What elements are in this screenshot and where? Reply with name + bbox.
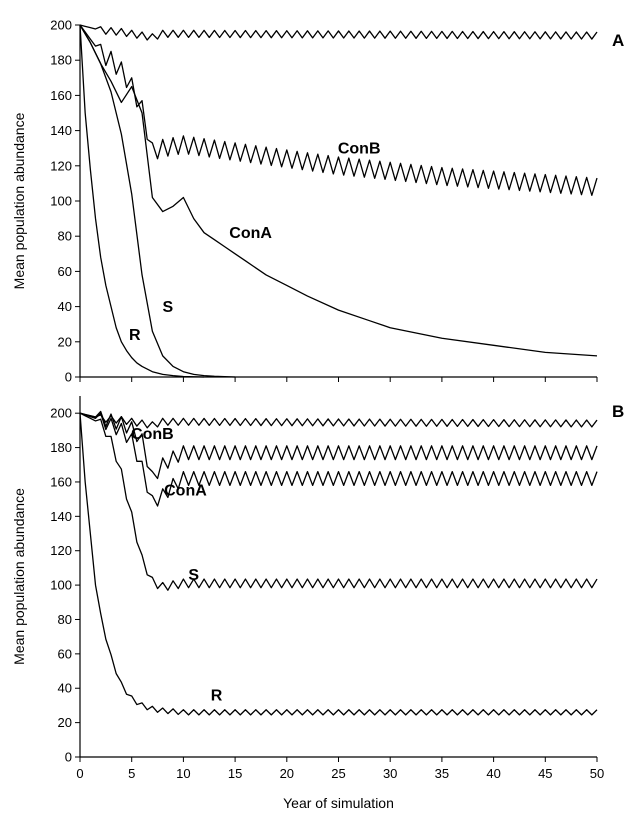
y-tick-label: 160	[50, 474, 72, 489]
panel-label: A	[612, 31, 624, 50]
series-line-control-0	[79, 24, 598, 41]
x-tick-label: 45	[538, 766, 552, 781]
series-label-r: R	[211, 687, 223, 704]
series-line-cona	[79, 412, 598, 507]
panel-label: B	[612, 402, 624, 421]
x-tick-label: 5	[128, 766, 135, 781]
series-label-cona: ConA	[229, 225, 272, 242]
y-tick-label: 120	[50, 158, 72, 173]
y-tick-label: 180	[50, 53, 72, 68]
series-label-cona: ConA	[164, 483, 207, 500]
x-tick-label: 35	[435, 766, 449, 781]
series-label-s: S	[188, 567, 199, 584]
y-tick-label: 20	[58, 334, 72, 349]
x-tick-label: 20	[280, 766, 294, 781]
y-tick-label: 140	[50, 123, 72, 138]
y-tick-label: 180	[50, 440, 72, 455]
x-tick-label: 40	[486, 766, 500, 781]
x-tick-label: 0	[76, 766, 83, 781]
series-line-conb	[79, 410, 598, 480]
y-tick-label: 0	[65, 750, 72, 765]
y-tick-label: 0	[65, 370, 72, 385]
y-tick-label: 200	[50, 18, 72, 33]
y-tick-label: 140	[50, 509, 72, 524]
series-line-control-0	[79, 412, 598, 429]
y-tick-label: 60	[58, 264, 72, 279]
series-label-r: R	[129, 327, 141, 344]
series-label-conb: ConB	[131, 426, 174, 443]
series-label-s: S	[163, 299, 174, 316]
series-line-cona	[79, 24, 598, 357]
series-line-r	[79, 413, 598, 716]
y-tick-label: 40	[58, 299, 72, 314]
y-tick-label: 100	[50, 578, 72, 593]
series-line-s	[79, 24, 236, 378]
series-line-s	[79, 412, 598, 591]
panel-b: 0 20 40 60 80 100 120 140 160 180 200 0 5 10 15 20 25 30 3…	[11, 396, 624, 811]
y-tick-label: 160	[50, 88, 72, 103]
x-tick-label: 10	[176, 766, 190, 781]
y-axis-label: Mean population abundance	[11, 112, 27, 289]
y-tick-label: 80	[58, 612, 72, 627]
x-tick-label: 25	[331, 766, 345, 781]
x-tick-label: 15	[228, 766, 242, 781]
x-tick-label: 30	[383, 766, 397, 781]
y-tick-label: 200	[50, 406, 72, 421]
series-line-conb	[79, 24, 598, 197]
x-tick-label: 50	[590, 766, 604, 781]
series-line-r	[79, 24, 205, 378]
y-tick-label: 60	[58, 646, 72, 661]
y-tick-label: 100	[50, 194, 72, 209]
y-tick-label: 80	[58, 229, 72, 244]
y-tick-label: 20	[58, 715, 72, 730]
series-label-conb: ConB	[338, 140, 381, 157]
y-axis-label: Mean population abundance	[11, 488, 27, 665]
y-tick-label: 120	[50, 543, 72, 558]
panel-a: 0 20 40 60 80 100 120 140 160 180 200 Mean populati…	[11, 18, 624, 385]
x-axis-label: Year of simulation	[283, 795, 394, 811]
y-tick-label: 40	[58, 681, 72, 696]
